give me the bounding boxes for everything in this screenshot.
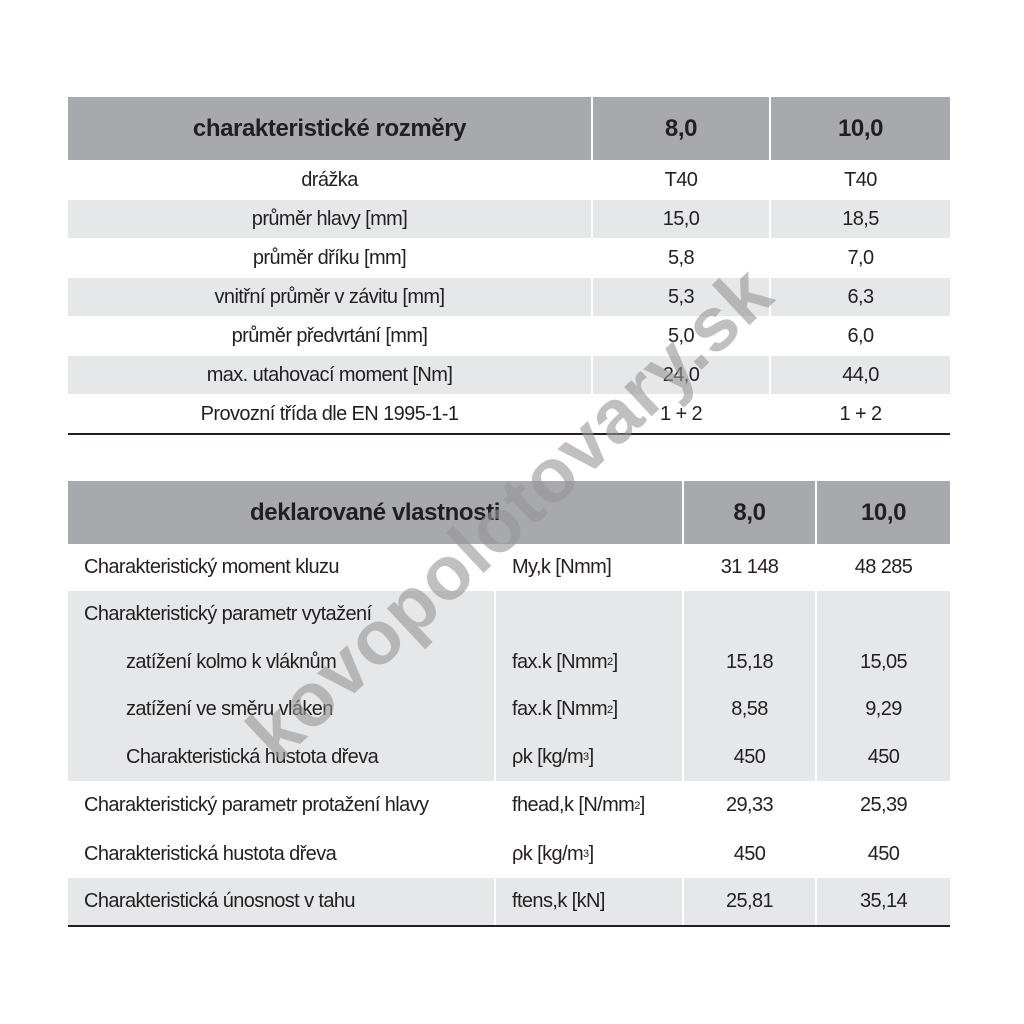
value-8: 24,0 [593, 356, 771, 394]
row-label: Charakteristická hustota dřeva [68, 830, 496, 878]
row-label: Charakteristický moment kluzu [68, 544, 496, 591]
value-8: 29,33 [684, 781, 817, 830]
value-8: 450 [684, 830, 817, 878]
row-label: drážka [68, 161, 593, 199]
sub-unit: ρk [kg/m 3] [512, 745, 594, 768]
group-labels: Charakteristický parametr vytažení zatíž… [68, 591, 496, 781]
value-10: 9,29 [865, 698, 902, 721]
value-8: 8,58 [731, 698, 768, 721]
header-size-8: 8,0 [684, 481, 817, 544]
row-label: Charakteristický parametr protažení hlav… [68, 781, 496, 830]
row-label: Provozní třída dle EN 1995-1-1 [68, 395, 593, 433]
value-8: 15,18 [725, 650, 774, 673]
value-10: 1 + 2 [839, 402, 882, 425]
table-row: Charakteristický parametr protažení hlav… [68, 781, 950, 830]
row-unit: ftens,k [kN] [496, 878, 684, 925]
row-unit: fhead,k [N/mm 2] [496, 781, 684, 830]
value-8: 5,3 [593, 278, 771, 316]
row-label: vnitřní průměr v závitu [mm] [68, 278, 593, 316]
sub-unit: fax.k [Nmm 2] [512, 698, 618, 721]
value-8: 15,0 [593, 200, 771, 238]
header-size-10: 10,0 [817, 481, 950, 544]
sub-unit: fax.k [Nmm 2] [512, 650, 618, 673]
header-size-10: 10,0 [771, 97, 950, 160]
table-row: průměr dříku [mm] 5,8 7,0 [68, 238, 950, 277]
header-size-8: 8,0 [593, 97, 771, 160]
value-10: T40 [844, 168, 877, 191]
value-8: T40 [593, 161, 771, 199]
value-10: 450 [867, 745, 900, 768]
value-10: 7,0 [847, 246, 874, 269]
group-units: fax.k [Nmm 2] fax.k [Nmm 2] ρk [kg/m 3] [496, 591, 684, 781]
value-8: 5,0 [593, 317, 771, 355]
value-8: 450 [733, 745, 766, 768]
value-10: 25,39 [859, 794, 908, 816]
dimensions-table: charakteristické rozměry 8,0 10,0 drážka… [68, 97, 950, 435]
value-10: 15,05 [859, 650, 908, 673]
table-row: Charakteristická únosnost v tahu ftens,k… [68, 878, 950, 925]
table-header: charakteristické rozměry 8,0 10,0 [68, 97, 950, 160]
group-values-8: 15,18 8,58 450 [684, 591, 817, 781]
header-title: charakteristické rozměry [68, 97, 593, 160]
table-row: Charakteristický moment kluzu My,k [Nmm]… [68, 544, 950, 591]
table-row: průměr předvrtání [mm] 5,0 6,0 [68, 316, 950, 355]
value-8: 25,81 [684, 878, 817, 925]
value-10: 35,14 [817, 878, 950, 925]
value-8: 1 + 2 [593, 395, 771, 433]
value-10: 44,0 [771, 356, 950, 394]
table-header: deklarované vlastnosti 8,0 10,0 [68, 481, 950, 544]
table-row: vnitřní průměr v závitu [mm] 5,3 6,3 [68, 277, 950, 316]
header-title: deklarované vlastnosti [68, 481, 684, 544]
row-label: průměr předvrtání [mm] [68, 317, 593, 355]
row-unit: My,k [Nmm] [496, 544, 684, 591]
table-row: max. utahovací moment [Nm] 24,0 44,0 [68, 355, 950, 394]
table-row-group: Charakteristický parametr vytažení zatíž… [68, 591, 950, 781]
properties-table: deklarované vlastnosti 8,0 10,0 Charakte… [68, 481, 950, 927]
sub-label: Charakteristická hustota dřeva [126, 745, 379, 768]
row-label: Charakteristická únosnost v tahu [68, 878, 496, 925]
row-label: průměr dříku [mm] [68, 239, 593, 277]
sub-label: zatížení ve směru vláken [126, 698, 333, 721]
group-values-10: 15,05 9,29 450 [817, 591, 950, 781]
table-row: Charakteristická hustota dřeva ρk [kg/m 3… [68, 830, 950, 878]
row-unit: ρk [kg/m 3] [496, 830, 684, 878]
group-label: Charakteristický parametr vytažení [84, 603, 372, 626]
value-10: 6,0 [847, 324, 874, 347]
row-label: průměr hlavy [mm] [68, 200, 593, 238]
table-row: průměr hlavy [mm] 15,0 18,5 [68, 199, 950, 238]
value-10: 18,5 [771, 200, 950, 238]
row-label: max. utahovací moment [Nm] [68, 356, 593, 394]
sub-label: zatížení kolmo k vláknům [126, 650, 337, 673]
value-8: 5,8 [593, 239, 771, 277]
value-8: 31 148 [684, 544, 817, 591]
value-10: 450 [867, 842, 900, 865]
value-10: 6,3 [771, 278, 950, 316]
value-10: 48 285 [854, 556, 913, 578]
table-row: drážka T40 T40 [68, 160, 950, 199]
